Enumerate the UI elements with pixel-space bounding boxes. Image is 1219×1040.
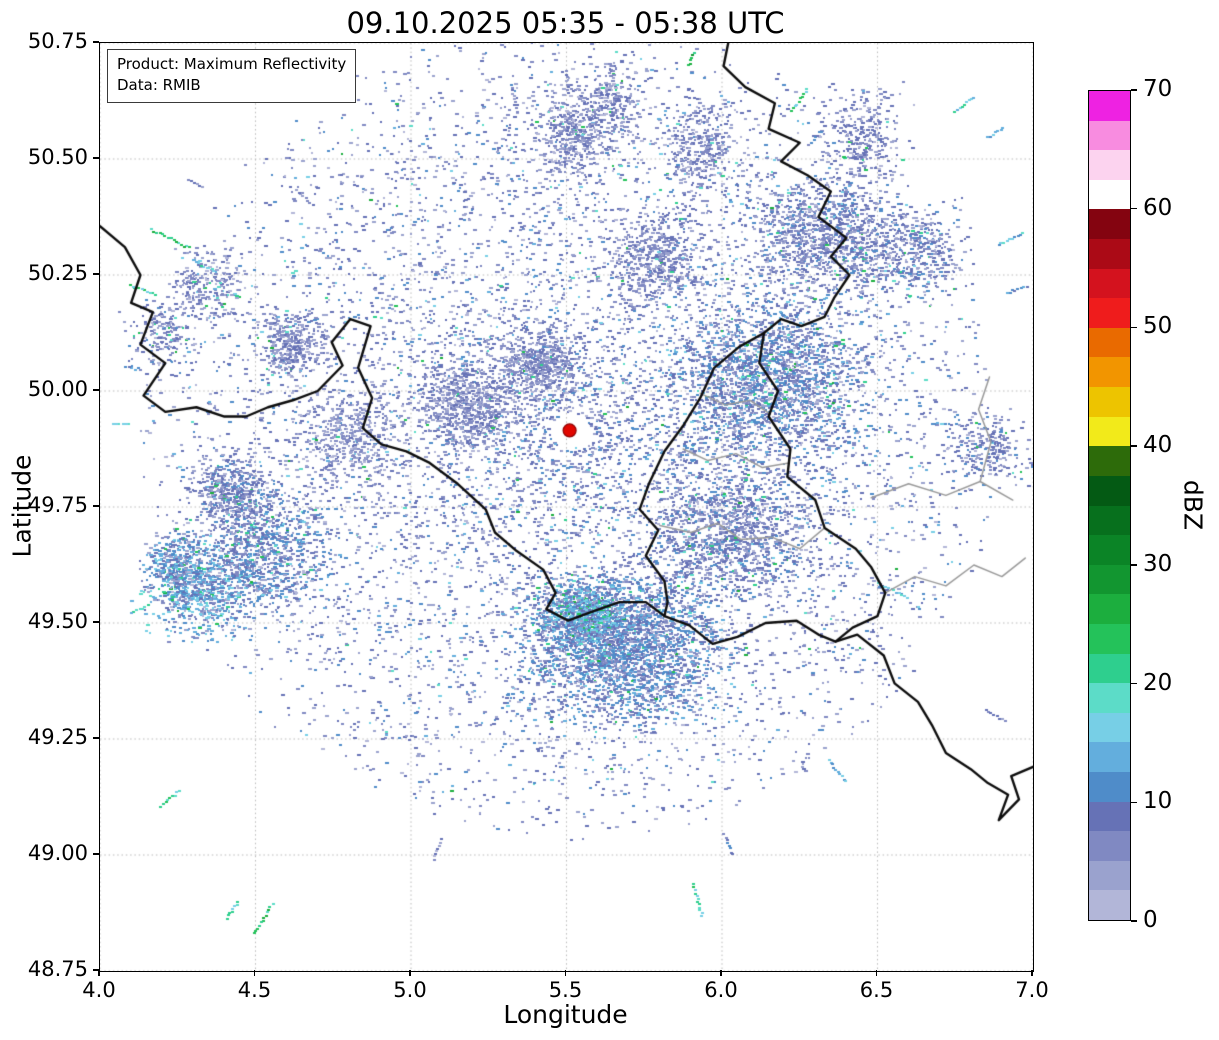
colorbar-tick-label: 10 (1143, 788, 1173, 815)
y-tick-mark (93, 389, 99, 391)
colorbar-tick-label: 60 (1143, 194, 1173, 221)
y-tick-mark (93, 969, 99, 971)
x-axis-label: Longitude (503, 1000, 628, 1029)
y-tick-mark (93, 157, 99, 159)
colorbar-tick-mark (1131, 326, 1137, 329)
x-tick-label: 5.0 (393, 978, 427, 1002)
y-tick-mark (93, 505, 99, 507)
chart-title: 09.10.2025 05:35 - 05:38 UTC (346, 6, 785, 40)
colorbar-tick-mark (1131, 207, 1137, 210)
colorbar-tick-mark (1131, 920, 1137, 922)
y-tick-label: 49.50 (27, 609, 88, 633)
colorbar-segment (1089, 594, 1130, 624)
colorbar-segment (1089, 712, 1130, 743)
colorbar-label: dBZ (1178, 479, 1208, 531)
colorbar-segment (1089, 475, 1130, 506)
y-axis: 48.75 49.00 49.25 49.50 49.75 50.00 50.25 50.50… (0, 29, 99, 981)
x-tick-mark (409, 970, 411, 976)
colorbar-segment (1089, 772, 1130, 802)
y-tick-label: 50.50 (27, 145, 88, 169)
annotation-box: Product: Maximum Reflectivity Data: RMIB (107, 49, 357, 103)
colorbar-segment (1089, 446, 1130, 476)
y-tick-label: 49.00 (27, 841, 88, 865)
colorbar-tick-label: 70 (1143, 76, 1173, 102)
colorbar-segment (1089, 831, 1130, 861)
colorbar-segment (1089, 179, 1130, 210)
x-tick-label: 4.0 (82, 978, 116, 1002)
colorbar-tick-label: 50 (1143, 313, 1173, 340)
x-tick-mark (564, 970, 567, 976)
y-tick-label: 50.25 (27, 261, 88, 285)
colorbar-segment (1089, 209, 1130, 240)
x-tick-mark (98, 970, 100, 976)
plot-area: Product: Maximum Reflectivity Data: RMIB (99, 42, 1034, 972)
y-tick-label: 49.25 (27, 725, 88, 749)
y-tick-label: 50.75 (27, 29, 88, 53)
y-tick-label: 50.00 (27, 377, 88, 401)
colorbar-tick-label: 20 (1143, 669, 1173, 696)
y-tick-mark (93, 41, 99, 43)
colorbar-segment (1089, 120, 1130, 151)
colorbar-segment (1089, 268, 1130, 299)
colorbar-segment (1089, 890, 1130, 921)
colorbar-tick-mark (1131, 801, 1137, 804)
x-tick-mark (720, 970, 722, 976)
x-tick-mark (875, 970, 878, 976)
y-tick-mark (93, 273, 99, 275)
colorbar-segment (1089, 653, 1130, 684)
x-tick-mark (253, 970, 256, 976)
colorbar-tick-mark (1131, 445, 1137, 447)
colorbar-segment (1089, 801, 1130, 832)
x-axis: 4.0 4.5 5.0 5.5 6.0 6.5 7.0 (82, 970, 1049, 1010)
colorbar-segment (1089, 416, 1130, 447)
x-tick-label: 4.5 (237, 978, 272, 1002)
colorbar-segment (1089, 505, 1130, 536)
colorbar-segment (1089, 535, 1130, 565)
colorbar-segment (1089, 150, 1130, 180)
x-tick-label: 6.0 (704, 978, 738, 1002)
y-tick-mark (93, 853, 99, 855)
x-tick-label: 6.5 (859, 978, 894, 1002)
x-tick-label: 5.5 (548, 978, 583, 1002)
colorbar-segment (1089, 860, 1130, 891)
colorbar-segment (1089, 623, 1130, 654)
colorbar-tick-mark (1131, 682, 1137, 685)
colorbar-tick-label: 40 (1143, 432, 1173, 459)
colorbar-tick-label: 0 (1143, 907, 1158, 933)
y-tick-label: 49.75 (27, 493, 88, 517)
colorbar-segment (1089, 298, 1130, 328)
colorbar (1088, 90, 1131, 921)
colorbar-segment (1089, 357, 1130, 388)
colorbar-segment (1089, 742, 1130, 773)
y-tick-mark (93, 737, 99, 739)
colorbar-tick-label: 30 (1143, 550, 1173, 577)
colorbar-segment (1089, 683, 1130, 713)
colorbar-segment (1089, 387, 1130, 417)
radar-map-canvas (100, 43, 1033, 971)
y-tick-label: 48.75 (27, 957, 88, 981)
colorbar-tick-mark (1131, 89, 1137, 91)
annotation-product-line: Product: Maximum Reflectivity (117, 55, 347, 73)
x-tick-label: 7.0 (1015, 978, 1049, 1002)
colorbar-segment (1089, 327, 1130, 358)
x-tick-mark (1031, 970, 1033, 976)
y-tick-mark (93, 621, 99, 623)
colorbar-tick-mark (1131, 564, 1137, 566)
colorbar-segment (1089, 239, 1130, 269)
colorbar-segment (1089, 91, 1130, 121)
colorbar-segment (1089, 564, 1130, 595)
annotation-source-line: Data: RMIB (117, 76, 201, 95)
